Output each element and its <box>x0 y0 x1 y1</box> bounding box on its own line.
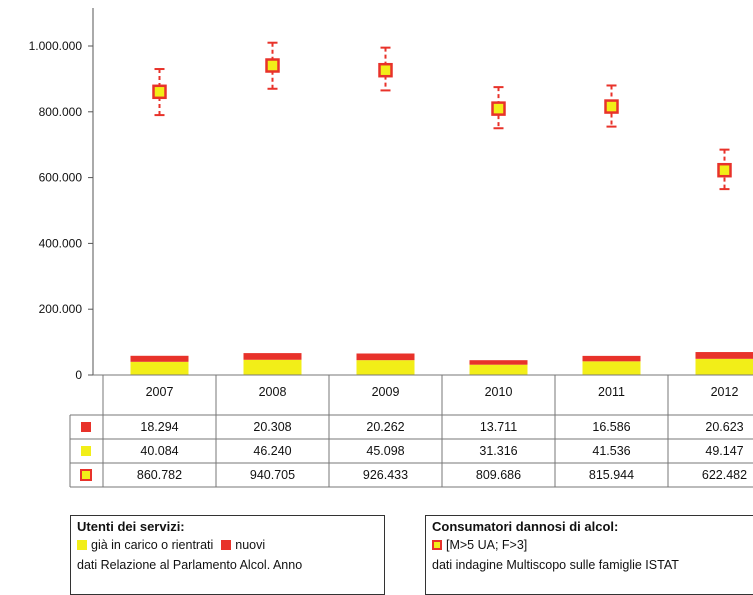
legend-consumatori: Consumatori dannosi di alcol: [M>5 UA; F… <box>425 515 753 595</box>
row-swatch-nuovi <box>81 422 91 432</box>
yellow-swatch-icon <box>77 540 87 550</box>
bar-nuovi <box>131 356 189 362</box>
table-cell: 13.711 <box>480 420 517 434</box>
point-dannosi <box>606 101 618 113</box>
y-tick-label: 400.000 <box>39 236 83 250</box>
x-category-label: 2010 <box>485 385 513 399</box>
error-points <box>154 43 731 189</box>
bar-in-carico <box>583 361 641 375</box>
row-swatch-dannosi <box>81 470 91 480</box>
legend-utenti-source: dati Relazione al Parlamento Alcol. Anno <box>77 558 384 572</box>
bar-nuovi <box>583 356 641 361</box>
legend-item-in-carico: già in carico o rientrati <box>91 538 213 552</box>
y-tick-label: 200.000 <box>39 302 83 316</box>
y-tick-label: 0 <box>75 368 82 382</box>
red-swatch-icon <box>221 540 231 550</box>
table-cell: 20.262 <box>366 420 404 434</box>
square-marker-icon <box>432 540 442 550</box>
row-swatch-in-carico <box>81 446 91 456</box>
table-cell: 41.536 <box>592 444 630 458</box>
x-category-label: 2008 <box>259 385 287 399</box>
stacked-bars <box>131 352 753 375</box>
point-dannosi <box>154 86 166 98</box>
y-tick-label: 800.000 <box>39 105 83 119</box>
point-dannosi <box>380 64 392 76</box>
y-axis: 0 200.000 400.000 600.000 800.000 1.000.000 <box>29 8 93 382</box>
bar-nuovi <box>696 352 753 359</box>
legend-utenti: Utenti dei servizi: già in carico o rien… <box>70 515 385 595</box>
table-cell: 20.623 <box>705 420 743 434</box>
bar-nuovi <box>470 360 528 365</box>
x-category-label: 2012 <box>711 385 739 399</box>
point-dannosi <box>719 164 731 176</box>
bar-in-carico <box>470 365 528 375</box>
legend-utenti-items: già in carico o rientrati nuovi <box>77 538 384 552</box>
x-category-label: 2007 <box>146 385 174 399</box>
legend-consumatori-items: [M>5 UA; F>3] <box>432 538 753 552</box>
table-cell: 18.294 <box>140 420 178 434</box>
table-cell: 45.098 <box>366 444 404 458</box>
point-dannosi <box>493 103 505 115</box>
table-cell: 49.147 <box>705 444 743 458</box>
x-category-label: 2011 <box>598 385 625 399</box>
table-cell: 46.240 <box>253 444 291 458</box>
bar-in-carico <box>357 360 415 375</box>
table-cell: 20.308 <box>253 420 291 434</box>
y-tick-label: 1.000.000 <box>29 39 83 53</box>
table-cell: 16.586 <box>592 420 630 434</box>
table-cell: 860.782 <box>137 468 182 482</box>
legend-item-nuovi: nuovi <box>235 538 265 552</box>
table-cell: 31.316 <box>479 444 517 458</box>
table-cell: 809.686 <box>476 468 521 482</box>
point-dannosi <box>267 60 279 72</box>
table-cell: 622.482 <box>702 468 747 482</box>
bar-nuovi <box>244 353 302 360</box>
legend-consumatori-title: Consumatori dannosi di alcol: <box>432 519 753 534</box>
table-cell: 940.705 <box>250 468 295 482</box>
y-tick-label: 600.000 <box>39 171 83 185</box>
bar-in-carico <box>244 360 302 375</box>
legend-utenti-title: Utenti dei servizi: <box>77 519 384 534</box>
table-cell: 40.084 <box>140 444 178 458</box>
bar-nuovi <box>357 353 415 360</box>
bar-in-carico <box>696 359 753 375</box>
x-category-label: 2009 <box>372 385 400 399</box>
bar-in-carico <box>131 362 189 375</box>
legend-consumatori-source: dati indagine Multiscopo sulle famiglie … <box>432 558 753 572</box>
legend-item-dannosi: [M>5 UA; F>3] <box>446 538 527 552</box>
data-table: 2007 2008 2009 2010 2011 2012 18.294 20.308 20.2… <box>70 375 753 487</box>
table-cell: 815.944 <box>589 468 634 482</box>
table-cell: 926.433 <box>363 468 408 482</box>
